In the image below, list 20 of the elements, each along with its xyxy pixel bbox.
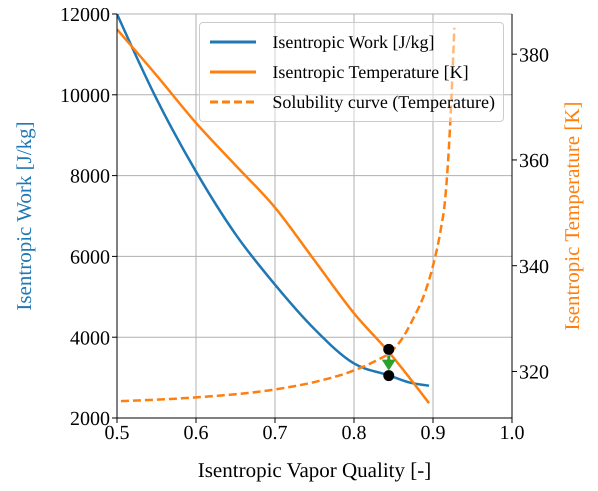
legend-label: Isentropic Temperature [K]	[272, 62, 469, 82]
y-tick-label: 10000	[60, 84, 110, 107]
y2-tick-label: 340	[519, 256, 549, 278]
y-axis-title: Isentropic Work [J/kg]	[12, 121, 36, 311]
y-tick-label: 4000	[70, 327, 110, 350]
y-tick-label: 6000	[70, 246, 110, 268]
x-tick-label: 0.9	[420, 422, 446, 444]
y2-axis-title: Isentropic Temperature [K]	[560, 101, 584, 331]
y-tick-label: 8000	[70, 166, 110, 188]
x-tick-label: 0.8	[342, 422, 366, 444]
x-tick-label: 1.0	[500, 422, 524, 444]
x-tick-label: 0.6	[184, 422, 208, 444]
legend-label: Solubility curve (Temperature)	[272, 92, 495, 112]
y2-tick-label: 360	[519, 150, 549, 172]
y-tick-label: 12000	[60, 4, 110, 26]
y2-tick-label: 320	[519, 362, 549, 384]
y2-tick-label: 380	[519, 44, 549, 66]
x-tick-label: 0.7	[262, 422, 288, 444]
legend-label: Isentropic Work [J/kg]	[272, 32, 435, 52]
x-axis-title: Isentropic Vapor Quality [-]	[198, 458, 432, 482]
